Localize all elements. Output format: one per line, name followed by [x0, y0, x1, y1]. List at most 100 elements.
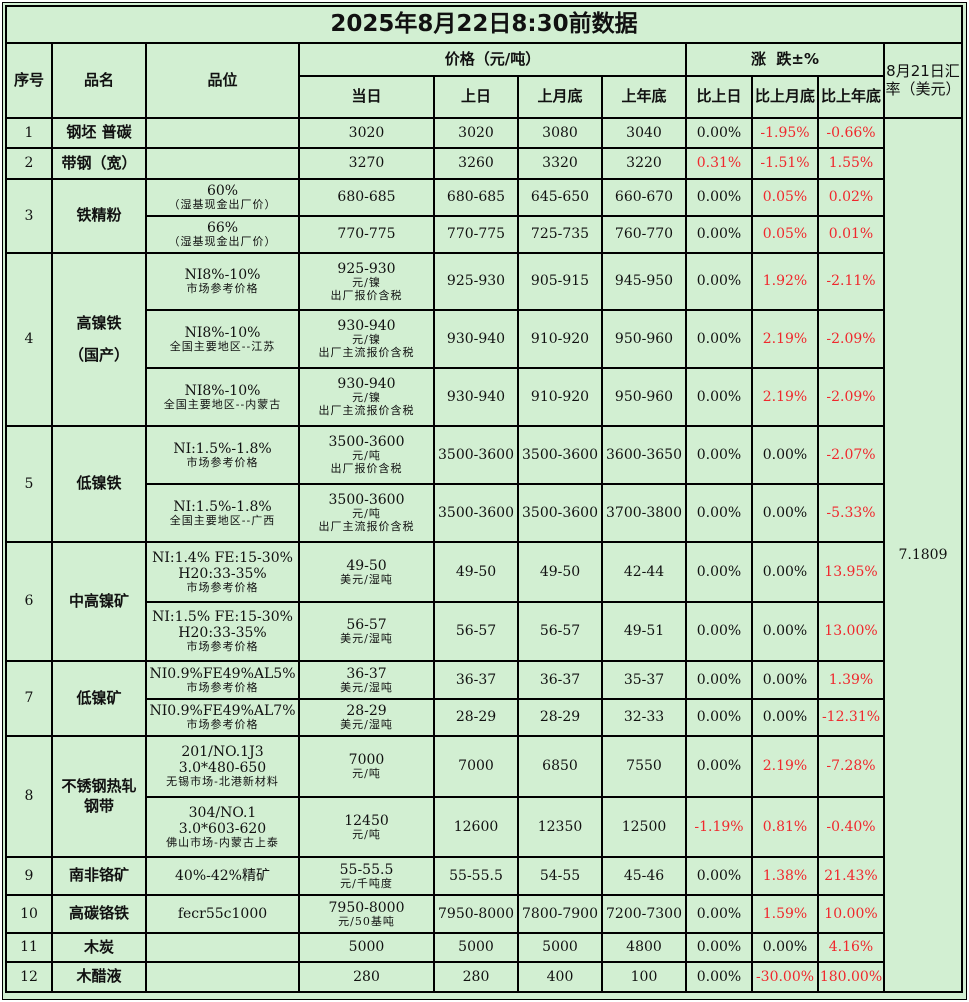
- change-vs-month: 0.05%: [751, 215, 819, 254]
- price-prev-day: 7000: [433, 735, 519, 798]
- header-seq: 序号: [5, 42, 53, 119]
- change-vs-year: -2.07%: [817, 425, 885, 485]
- grade-line: NI8%-10%: [184, 324, 261, 341]
- price-prev-day: 930-940: [433, 367, 519, 427]
- price-today: 5000: [348, 939, 385, 956]
- price-today-cell: 280: [298, 961, 435, 993]
- price-last-month: 645-650: [517, 178, 603, 217]
- price-last-year: 35-37: [601, 660, 687, 700]
- grade-cell: [145, 961, 300, 993]
- price-last-year: 760-770: [601, 215, 687, 254]
- price-prev-day: 12600: [433, 796, 519, 858]
- price-last-year: 7200-7300: [601, 894, 687, 934]
- grade-note: 市场参考价格: [186, 640, 259, 654]
- table-row: 2 带钢（宽） 3270 3260 3320 3220 0.31% -1.51% 1.55%: [5, 147, 962, 180]
- seq-cell: 8: [5, 735, 53, 858]
- grade-line: 66%: [206, 220, 239, 237]
- grade-line: 40%-42%精矿: [175, 867, 270, 884]
- price-unit-note: 出厂报价含税: [330, 462, 403, 476]
- price-today: 49-50: [346, 557, 387, 574]
- change-vs-day: 0.00%: [685, 483, 753, 543]
- price-prev-day: 5000: [433, 932, 519, 963]
- header-vs-month: 比上月底: [751, 75, 819, 119]
- price-unit-note: 出厂主流报价含税: [318, 520, 415, 534]
- change-vs-year: -2.09%: [817, 309, 885, 369]
- change-vs-month: 0.00%: [751, 932, 819, 963]
- change-vs-day: 0.00%: [685, 932, 753, 963]
- change-vs-day: 0.00%: [685, 856, 753, 896]
- price-last-month: 3500-3600: [517, 483, 603, 543]
- seq-cell: 11: [5, 932, 53, 963]
- change-vs-day: 0.00%: [685, 117, 753, 149]
- price-today: 3270: [348, 155, 385, 172]
- price-today-cell: 36-37 美元/湿吨: [298, 660, 435, 700]
- price-unit-note: 元/吨: [352, 767, 381, 781]
- change-vs-day: 0.00%: [685, 961, 753, 993]
- change-vs-day: 0.00%: [685, 252, 753, 311]
- change-vs-day: 0.00%: [685, 698, 753, 737]
- header-change-group: 涨 跌±%: [685, 42, 885, 77]
- grade-line: 304/NO.1: [188, 804, 257, 821]
- price-today: 55-55.5: [339, 861, 394, 878]
- table-row: 4 高镍铁 （国产） NI8%-10% 市场参考价格 925-930 元/镍 出厂报价含税 9…: [5, 252, 962, 427]
- price-unit-note: 元/镍: [352, 275, 381, 289]
- price-last-year: 12500: [601, 796, 687, 858]
- change-vs-day: 0.00%: [685, 367, 753, 427]
- grade-note: （湿基现金出厂价）: [168, 198, 277, 212]
- change-vs-month: -1.51%: [751, 147, 819, 180]
- price-last-month: 3500-3600: [517, 425, 603, 485]
- table-row: NI:1.5% FE:15-30% H20:33-35% 市场参考价格 56-57 美元…: [6, 601, 962, 662]
- grade-line: H20:33-35%: [178, 625, 267, 642]
- price-last-month: 905-915: [517, 252, 603, 311]
- seq-cell: 6: [5, 541, 53, 662]
- price-prev-day: 28-29: [433, 698, 519, 737]
- price-last-year: 660-670: [601, 178, 687, 217]
- change-vs-month: 0.05%: [751, 178, 819, 217]
- price-today-cell: 930-940 元/镍 出厂主流报价含税: [298, 367, 435, 427]
- grade-line: NI:1.4% FE:15-30%: [152, 549, 293, 566]
- price-today: 3020: [348, 124, 385, 141]
- price-today: 3500-3600: [328, 434, 405, 451]
- price-last-year: 3700-3800: [601, 483, 687, 543]
- price-unit-note: 出厂报价含税: [330, 288, 403, 302]
- price-last-year: 45-46: [601, 856, 687, 896]
- price-prev-day: 770-775: [433, 215, 519, 254]
- product-name-cell: 南非铬矿: [51, 856, 147, 896]
- product-name-cell: 低镍铁: [51, 425, 147, 543]
- price-last-month: 725-735: [517, 215, 603, 254]
- change-vs-month: -30.00%: [751, 961, 819, 993]
- price-unit-note: 美元/湿吨: [340, 632, 393, 646]
- price-today-cell: 770-775: [298, 215, 435, 254]
- table-row: 6 中高镍矿 NI:1.4% FE:15-30% H20:33-35% 市场参考价格 49…: [5, 541, 962, 662]
- header-grade: 品位: [145, 42, 300, 119]
- price-prev-day: 280: [433, 961, 519, 993]
- product-name-cell: 高镍铁 （国产）: [51, 252, 147, 427]
- grade-cell: NI0.9%FE49%AL5% 市场参考价格: [145, 660, 300, 700]
- grade-line: 60%: [206, 183, 239, 200]
- seq-cell: 12: [5, 961, 53, 993]
- product-name-cell: 木醋液: [51, 961, 147, 993]
- price-prev-day: 3020: [433, 117, 519, 149]
- price-prev-day: 680-685: [433, 178, 519, 217]
- price-today-cell: 925-930 元/镍 出厂报价含税: [298, 252, 435, 311]
- grade-note: 全国主要地区--广西: [169, 513, 276, 527]
- price-unit-note: 美元/湿吨: [340, 718, 393, 732]
- change-vs-month: 0.00%: [751, 425, 819, 485]
- grade-note: 市场参考价格: [186, 680, 259, 694]
- header-last-year: 上年底: [601, 75, 687, 119]
- price-last-month: 3320: [517, 147, 603, 180]
- price-prev-day: 55-55.5: [433, 856, 519, 896]
- change-vs-day: 0.00%: [685, 735, 753, 798]
- change-vs-year: -12.31%: [817, 698, 885, 737]
- price-today-cell: 3500-3600 元/吨 出厂主流报价含税: [298, 483, 435, 543]
- price-last-year: 7550: [601, 735, 687, 798]
- price-last-year: 945-950: [601, 252, 687, 311]
- price-unit-note: 出厂主流报价含税: [318, 404, 415, 418]
- change-vs-day: 0.00%: [685, 178, 753, 217]
- grade-line: 3.0*480-650: [178, 760, 267, 777]
- table-row: 8 不锈钢热轧 钢带 201/NO.1J3 3.0*480-650 无锡市场-北港新材料…: [5, 735, 962, 858]
- price-last-month: 49-50: [517, 541, 603, 603]
- price-today-cell: 3500-3600 元/吨 出厂报价含税: [298, 425, 435, 485]
- change-vs-month: 2.19%: [751, 735, 819, 798]
- grade-cell: 304/NO.1 3.0*603-620 佛山市场-内蒙古上泰: [145, 796, 300, 858]
